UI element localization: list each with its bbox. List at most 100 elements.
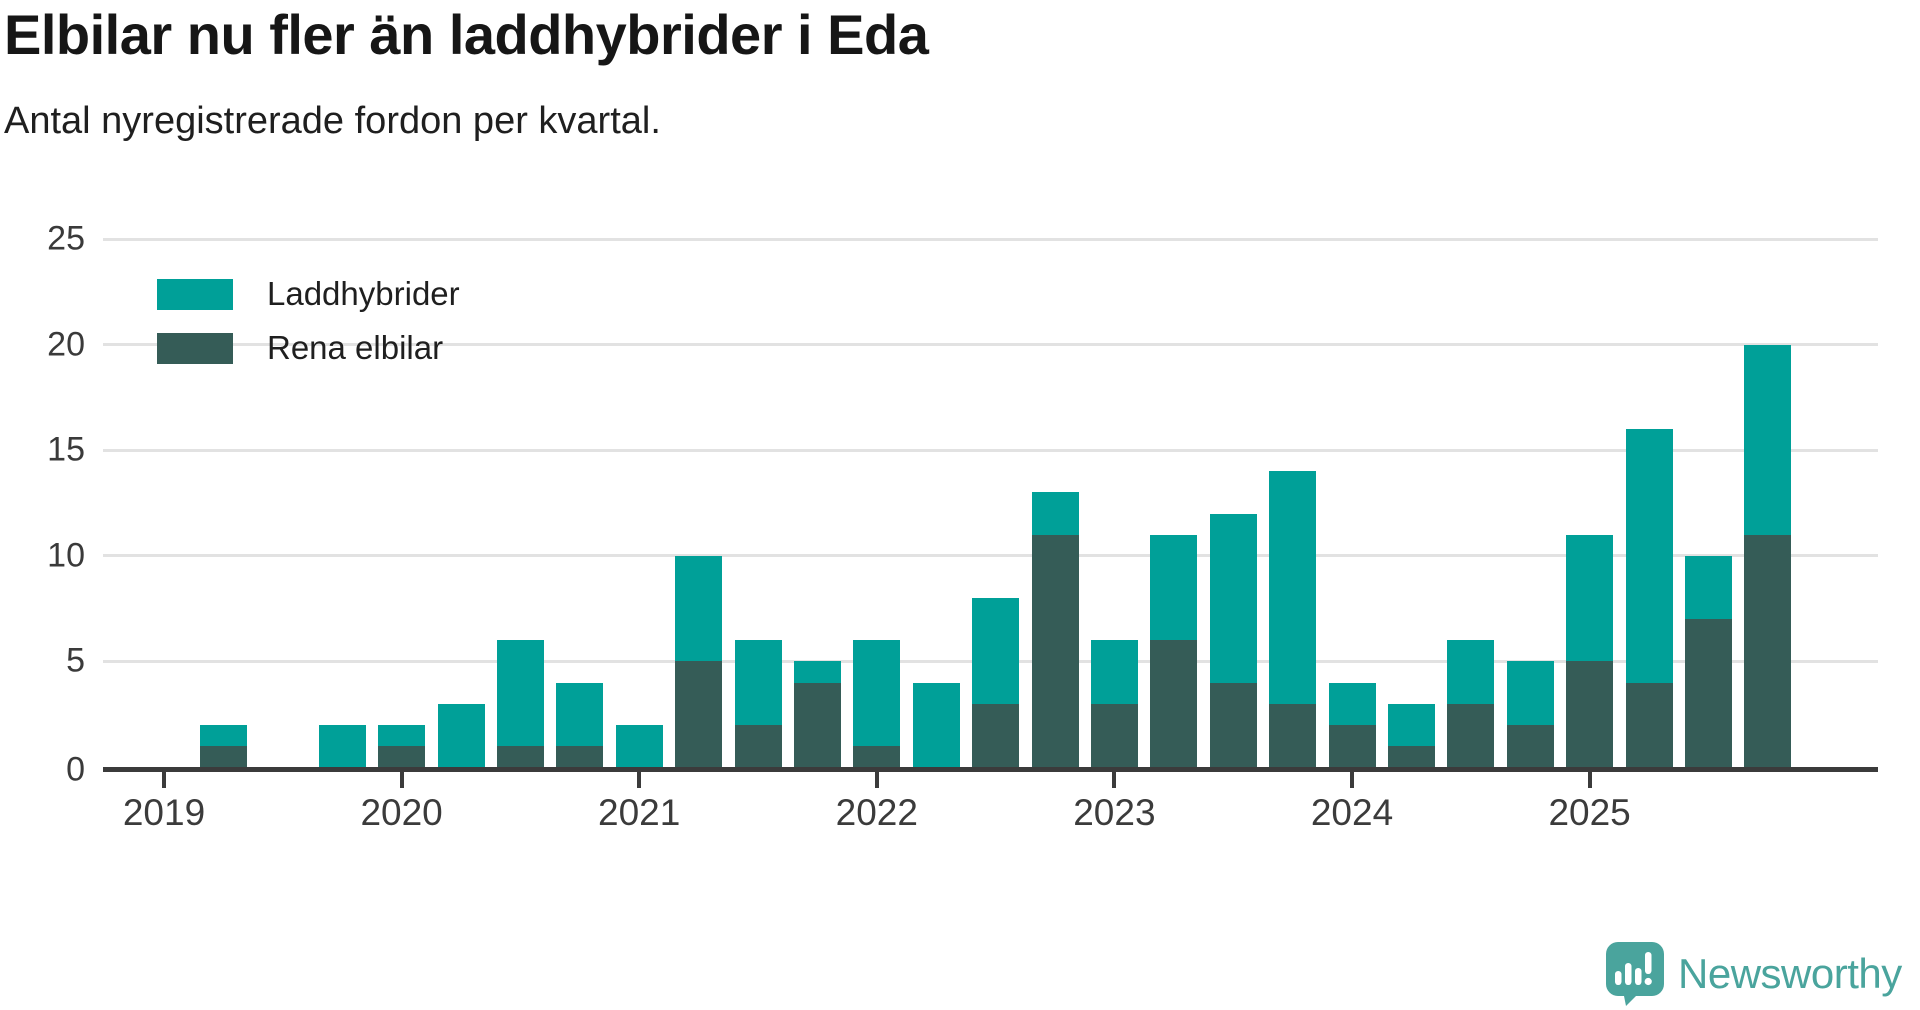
bar-segment-rena-elbilar [1031,534,1079,767]
y-tick-label: 25 [47,219,85,258]
bar-2024q3 [1447,640,1495,767]
bar-2025q4 [1744,344,1792,767]
y-tick-label: 0 [66,750,85,788]
bar-2024q1 [1328,682,1376,767]
bar-2021q1 [615,724,663,767]
bar-segment-laddhybrider [675,555,723,662]
newsworthy-logo-icon [1606,942,1664,1006]
bar-segment-laddhybrider [1150,534,1198,641]
bar-segment-rena-elbilar [734,724,782,767]
bar-2023q4 [1269,471,1317,767]
bar-segment-laddhybrider [972,598,1020,704]
newsworthy-logo-text: Newsworthy [1678,950,1902,997]
bar-segment-laddhybrider [1328,682,1376,725]
x-tick-label: 2025 [1548,792,1631,833]
bar-2025q1 [1566,534,1614,767]
bar-segment-laddhybrider [496,640,544,746]
chart-subtitle: Antal nyregistrerade fordon per kvartal. [4,100,661,142]
bar-2022q4 [1031,492,1079,767]
bar-segment-laddhybrider [318,724,366,767]
bar-2021q3 [734,640,782,767]
bar-segment-laddhybrider [1090,640,1138,704]
bar-segment-laddhybrider [734,640,782,725]
chart-legend: Laddhybrider Rena elbilar [157,275,460,383]
legend-label: Rena elbilar [267,329,444,366]
bar-segment-rena-elbilar [1269,703,1317,767]
bar-segment-rena-elbilar [496,745,544,767]
bar-segment-laddhybrider [1447,640,1495,704]
bar-segment-rena-elbilar [378,745,426,767]
bar-segment-rena-elbilar [1684,619,1732,767]
bar-2023q2 [1150,534,1198,767]
bar-segment-rena-elbilar [1625,682,1673,767]
bar-2022q3 [972,598,1020,767]
bar-segment-laddhybrider [1269,471,1317,704]
legend-item-laddhybrider: Laddhybrider [157,275,460,313]
bar-segment-laddhybrider [793,661,841,683]
gridline [103,448,1878,452]
x-tick [162,772,166,788]
legend-item-rena-elbilar: Rena elbilar [157,329,460,367]
legend-swatch-laddhybrider [157,278,233,310]
x-tick-label: 2020 [360,792,443,833]
bar-2023q3 [1209,513,1257,767]
bar-2019q2 [199,724,247,767]
bar-2024q4 [1506,661,1554,767]
bar-segment-rena-elbilar [1090,703,1138,767]
x-tick [399,772,404,788]
bar-2022q2 [912,682,960,767]
bar-segment-rena-elbilar [1566,661,1614,767]
y-tick-label: 15 [47,430,85,469]
x-tick [1350,772,1354,788]
bar-segment-laddhybrider [437,703,485,767]
x-tick [874,772,879,788]
bar-segment-laddhybrider [556,682,604,746]
bar-segment-rena-elbilar [199,745,247,767]
gridline [103,343,1878,347]
bar-2024q2 [1387,703,1435,767]
x-tick-label: 2023 [1073,792,1156,833]
bar-2019q4 [318,724,366,767]
bar-segment-laddhybrider [1625,429,1673,683]
bar-segment-laddhybrider [853,640,901,746]
bar-2025q2 [1625,429,1673,767]
x-tick-label: 2024 [1310,792,1394,833]
newsworthy-logo: Newsworthy [1606,942,1902,1006]
gridline [103,237,1878,241]
x-tick-label: 2019 [122,792,206,833]
bar-2020q2 [437,703,485,767]
bar-2021q2 [675,555,723,767]
y-tick-label: 20 [47,325,85,364]
bar-segment-laddhybrider [1031,492,1079,535]
bar-2020q1 [378,724,426,767]
bar-segment-laddhybrider [1506,661,1554,725]
bar-segment-laddhybrider [1209,513,1257,683]
x-tick [1587,772,1592,788]
bar-segment-rena-elbilar [675,661,723,767]
x-axis-line [103,767,1878,772]
bar-segment-laddhybrider [1387,703,1435,746]
x-tick-label: 2021 [598,792,681,833]
y-tick-label: 5 [66,641,85,680]
plot-area: Laddhybrider Rena elbilar [103,237,1878,767]
bar-segment-laddhybrider [1744,344,1792,535]
bar-2020q3 [496,640,544,767]
bar-2023q1 [1090,640,1138,767]
bar-segment-rena-elbilar [1447,703,1495,767]
legend-swatch-rena-elbilar [157,332,233,364]
x-tick-label: 2022 [835,792,918,833]
bar-segment-rena-elbilar [1150,640,1198,767]
bar-segment-rena-elbilar [1328,724,1376,767]
bar-segment-laddhybrider [615,724,663,767]
bar-2021q4 [793,661,841,767]
bar-segment-rena-elbilar [1209,682,1257,767]
bar-2025q3 [1684,555,1732,767]
bar-segment-rena-elbilar [793,682,841,767]
gridline [103,554,1878,558]
bar-segment-laddhybrider [912,682,960,767]
x-tick [1112,772,1117,788]
bar-2022q1 [853,640,901,767]
y-tick-label: 10 [47,536,85,575]
bar-segment-rena-elbilar [556,745,604,767]
